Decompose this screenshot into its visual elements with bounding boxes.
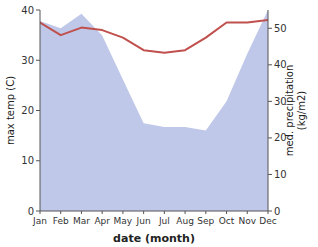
x-tick-label: Jun: [136, 216, 151, 226]
x-tick-label: Mar: [73, 216, 90, 226]
axes: 01020304001020304050JanFebMarAprMayJunJu…: [21, 5, 286, 227]
y-tick: [36, 160, 40, 161]
x-tick: [247, 211, 248, 214]
x-tick: [40, 211, 41, 214]
x-tick: [102, 211, 103, 214]
x-tick-label: Aug: [176, 216, 194, 226]
y-tick: [36, 110, 40, 111]
x-axis-label: date (month): [113, 232, 195, 245]
temperature-line: [40, 20, 268, 53]
x-tick: [81, 211, 82, 214]
y-tick-label: 30: [21, 55, 34, 66]
x-tick-label: Oct: [219, 216, 235, 226]
chart-container: 01020304001020304050JanFebMarAprMayJunJu…: [0, 0, 318, 247]
x-tick: [60, 211, 61, 214]
x-tick-label: Jan: [32, 216, 47, 226]
x-tick: [143, 211, 144, 214]
x-tick-label: Sep: [197, 216, 214, 226]
y2-axis-label: med. precipitation(kg/m2): [284, 65, 307, 157]
y2-axis-label-line: med. precipitation: [284, 65, 295, 157]
y2-tick-label: 0: [274, 206, 280, 217]
y2-tick: [268, 211, 272, 212]
x-tick-label: Nov: [238, 216, 256, 226]
y2-tick-label: 10: [274, 169, 287, 180]
y-tick-label: 10: [21, 155, 34, 166]
x-tick: [226, 211, 227, 214]
y-axis-label: max temp (C): [5, 76, 16, 145]
y2-tick: [268, 174, 272, 175]
y2-tick-label: 50: [274, 23, 287, 34]
y2-tick: [268, 137, 272, 138]
y-tick-label: 40: [21, 5, 34, 16]
y-tick: [36, 10, 40, 11]
x-tick: [268, 211, 269, 214]
x-tick: [164, 211, 165, 214]
y-tick: [36, 211, 40, 212]
precipitation-area: [40, 10, 268, 211]
y-tick-label: 20: [21, 105, 34, 116]
x-axis-line: [40, 211, 268, 212]
right-axis-line: [268, 10, 269, 211]
y2-tick: [268, 101, 272, 102]
x-tick-label: Feb: [53, 216, 69, 226]
y2-tick: [268, 64, 272, 65]
y2-axis-label-line: (kg/m2): [296, 91, 307, 131]
chart: 01020304001020304050JanFebMarAprMayJunJu…: [0, 0, 318, 247]
y-tick: [36, 60, 40, 61]
x-tick-label: Jul: [158, 216, 170, 226]
x-tick: [185, 211, 186, 214]
x-tick-label: Dec: [259, 216, 276, 226]
x-tick: [122, 211, 123, 214]
x-tick-label: Apr: [94, 216, 110, 226]
data-layer: [40, 10, 268, 211]
y-tick-label: 0: [28, 206, 34, 217]
x-tick: [205, 211, 206, 214]
y2-tick: [268, 28, 272, 29]
x-tick-label: May: [114, 216, 133, 226]
